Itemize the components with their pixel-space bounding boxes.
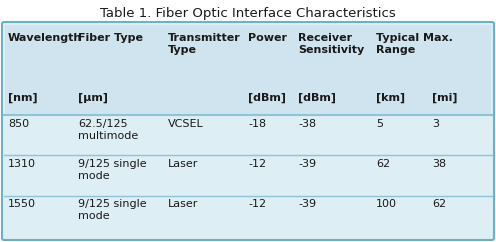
Text: [dBm]: [dBm] <box>298 93 336 103</box>
Text: 38: 38 <box>432 159 446 169</box>
Text: -12: -12 <box>248 159 266 169</box>
Text: [km]: [km] <box>376 93 405 103</box>
Text: Laser: Laser <box>168 159 198 169</box>
Text: 62.5/125
multimode: 62.5/125 multimode <box>78 119 138 141</box>
Text: [nm]: [nm] <box>8 93 38 103</box>
Text: -39: -39 <box>298 199 316 209</box>
Text: 100: 100 <box>376 199 397 209</box>
Text: 3: 3 <box>432 119 439 129</box>
FancyBboxPatch shape <box>2 22 494 240</box>
Text: 62: 62 <box>376 159 390 169</box>
Text: [μm]: [μm] <box>78 93 108 103</box>
Text: 9/125 single
mode: 9/125 single mode <box>78 199 147 221</box>
Text: 1310: 1310 <box>8 159 36 169</box>
Text: Typical Max.
Range: Typical Max. Range <box>376 33 453 55</box>
Text: [dBm]: [dBm] <box>248 93 286 103</box>
Text: -38: -38 <box>298 119 316 129</box>
Text: -12: -12 <box>248 199 266 209</box>
Text: Power: Power <box>248 33 287 43</box>
Text: 9/125 single
mode: 9/125 single mode <box>78 159 147 182</box>
Text: -18: -18 <box>248 119 266 129</box>
Text: Fiber Type: Fiber Type <box>78 33 143 43</box>
Text: VCSEL: VCSEL <box>168 119 204 129</box>
Text: 5: 5 <box>376 119 383 129</box>
Text: Table 1. Fiber Optic Interface Characteristics: Table 1. Fiber Optic Interface Character… <box>100 7 396 20</box>
Bar <box>5 25 491 115</box>
Text: -39: -39 <box>298 159 316 169</box>
Text: 62: 62 <box>432 199 446 209</box>
Text: Wavelength: Wavelength <box>8 33 82 43</box>
Text: Transmitter
Type: Transmitter Type <box>168 33 241 55</box>
Text: Receiver
Sensitivity: Receiver Sensitivity <box>298 33 364 55</box>
Text: 1550: 1550 <box>8 199 36 209</box>
Text: 850: 850 <box>8 119 29 129</box>
Text: Laser: Laser <box>168 199 198 209</box>
Text: [mi]: [mi] <box>432 93 457 103</box>
